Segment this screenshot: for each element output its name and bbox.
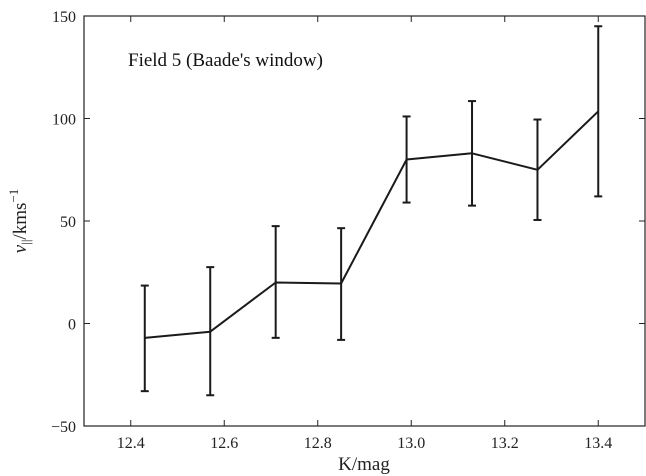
error-bar xyxy=(206,266,215,397)
x-tick-label: 13.0 xyxy=(397,435,425,452)
y-tick-label: 100 xyxy=(52,112,76,129)
y-tick-label: 150 xyxy=(52,9,76,26)
y-tick-label: 50 xyxy=(60,214,76,231)
series-line xyxy=(144,110,599,339)
plot-frame xyxy=(83,15,646,427)
tick-labels: 12.4 12.6 12.8 13.0 13.2 13.4 −50 0 50 100 150 xyxy=(51,9,612,452)
x-tick-label: 12.8 xyxy=(304,435,332,452)
y-axis-label-unit: /kms xyxy=(10,203,31,240)
x-tick-label: 12.4 xyxy=(117,435,145,452)
error-bar xyxy=(594,25,603,198)
y-axis-label-superscript: −1 xyxy=(6,189,21,203)
series-layer xyxy=(140,25,603,397)
axis-ticks xyxy=(84,15,645,427)
y-tick-label: 0 xyxy=(68,317,76,334)
error-bar xyxy=(468,100,477,207)
y-axis-label-subscript: || xyxy=(18,240,33,245)
error-bar xyxy=(402,115,411,204)
error-bar xyxy=(271,225,280,339)
x-tick-label: 12.6 xyxy=(210,435,238,452)
x-axis-label: K/mag xyxy=(338,454,390,475)
error-bar xyxy=(337,227,346,341)
error-bar xyxy=(140,284,149,393)
annotation-text: Field 5 (Baade's window) xyxy=(128,50,323,71)
y-axis-label-symbol: v xyxy=(10,244,31,253)
x-tick-label: 13.4 xyxy=(584,435,612,452)
y-tick-label: −50 xyxy=(51,419,76,436)
error-bar xyxy=(533,118,542,221)
x-tick-label: 13.2 xyxy=(491,435,519,452)
y-axis-label: v||/kms−1 xyxy=(6,189,33,253)
